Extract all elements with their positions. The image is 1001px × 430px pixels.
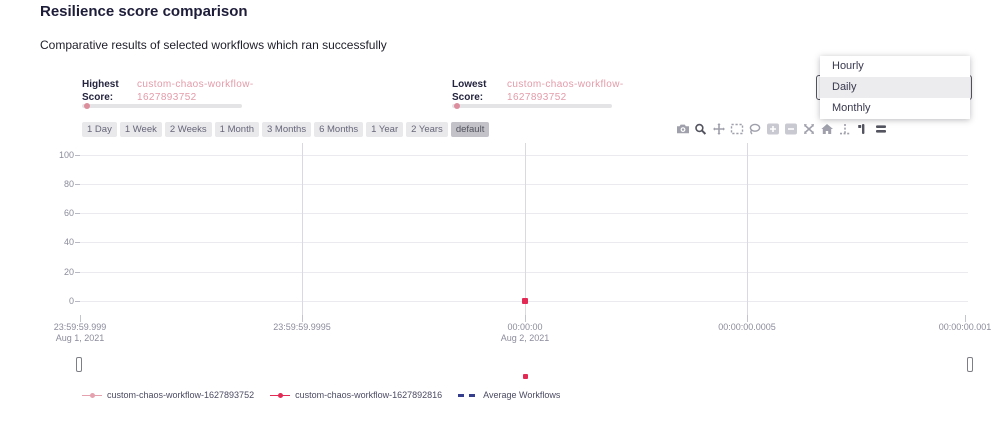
- legend-marker-pink-line-dot: [82, 391, 102, 400]
- ytick-mark: [75, 213, 80, 214]
- ytick-mark: [75, 242, 80, 243]
- ytick-mark: [75, 301, 80, 302]
- highest-score-label: Highest Score:: [82, 79, 119, 103]
- xtick-label-4: 00:00:00.0005: [718, 322, 776, 332]
- download-plot-camera-icon[interactable]: [676, 123, 690, 135]
- gridline-y-20: [80, 272, 968, 273]
- xtick-time: 00:00:00.0005: [718, 322, 776, 332]
- toggle-spikelines-icon[interactable]: [838, 123, 852, 135]
- reset-axes-home-icon[interactable]: [820, 123, 834, 135]
- highest-score-bar-marker: [84, 103, 90, 109]
- legend-label: custom-chaos-workflow-1627892816: [295, 390, 443, 400]
- xtick-time: 23:59:59.999: [53, 322, 107, 332]
- legend-item-workflow-1627892816[interactable]: custom-chaos-workflow-1627892816: [270, 390, 442, 400]
- range-button-1-day[interactable]: 1 Day: [82, 122, 117, 137]
- pan-icon[interactable]: [712, 123, 726, 135]
- lowest-score-bar: [452, 103, 612, 109]
- lowest-score-bar-marker: [454, 103, 460, 109]
- range-button-1-year[interactable]: 1 Year: [366, 122, 404, 137]
- ytick-mark: [75, 272, 80, 273]
- xtick-mark: [525, 315, 526, 322]
- menu-item-daily[interactable]: Daily: [820, 77, 970, 98]
- range-button-1-month[interactable]: 1 Month: [214, 122, 259, 137]
- page-subtitle: Comparative results of selected workflow…: [40, 38, 387, 52]
- ytick-label-40: 40: [63, 237, 74, 247]
- xtick-label-1: 23:59:59.999 Aug 1, 2021: [54, 322, 107, 343]
- range-button-3-months[interactable]: 3 Months: [262, 122, 312, 137]
- zoom-in-icon[interactable]: [766, 123, 780, 135]
- xtick-mark: [302, 315, 303, 322]
- time-range-button-group: 1 Day 1 Week 2 Weeks 1 Month 3 Months 6 …: [82, 122, 490, 137]
- plotly-modebar: [676, 123, 888, 135]
- range-button-6-months[interactable]: 6 Months: [314, 122, 364, 137]
- xtick-date: Aug 1, 2021: [55, 333, 105, 343]
- gridline-y-40: [80, 242, 968, 243]
- xtick-label-2: 23:59:59.9995: [273, 322, 331, 332]
- lowest-score-workflow: custom-chaos-workflow-1627893752: [507, 79, 624, 103]
- menu-item-monthly[interactable]: Monthly: [832, 102, 871, 114]
- xtick-time: 23:59:59.9995: [273, 322, 331, 332]
- gridline-x-4: [747, 143, 748, 322]
- rangeslider-mini-data-point: [523, 374, 528, 379]
- xtick-date: Aug 2, 2021: [500, 333, 550, 343]
- granularity-menu: Hourly Daily Monthly: [820, 56, 970, 119]
- legend-label: Average Workflows: [483, 390, 561, 400]
- show-closest-on-hover-icon[interactable]: [856, 123, 870, 135]
- ytick-mark: [75, 155, 80, 156]
- ytick-label-80: 80: [63, 179, 74, 189]
- gridline-x-2: [302, 143, 303, 322]
- xtick-time: 00:00:00.001: [938, 322, 992, 332]
- rangeslider-left-handle[interactable]: [76, 357, 82, 372]
- menu-item-hourly[interactable]: Hourly: [832, 60, 864, 72]
- lowest-score-card: Lowest Score: custom-chaos-workflow-1627…: [452, 78, 649, 104]
- gridline-x-3: [525, 143, 526, 322]
- ytick-label-20: 20: [63, 267, 74, 277]
- gridline-y-60: [80, 213, 968, 214]
- ytick-label-60: 60: [63, 208, 74, 218]
- legend-item-average-workflows[interactable]: Average Workflows: [458, 390, 560, 400]
- highest-score-bar: [82, 103, 242, 109]
- legend-marker-navy-dashed: [458, 391, 478, 400]
- box-select-icon[interactable]: [730, 123, 744, 135]
- lowest-score-label: Lowest Score:: [452, 79, 487, 103]
- zoom-out-icon[interactable]: [784, 123, 798, 135]
- highest-score-card: Highest Score: custom-chaos-workflow-162…: [82, 78, 279, 104]
- rangeslider-right-handle[interactable]: [967, 357, 973, 372]
- ytick-mark: [75, 184, 80, 185]
- range-button-1-week[interactable]: 1 Week: [119, 122, 162, 137]
- xtick-time: 00:00:00: [507, 322, 543, 332]
- gridline-y-100: [80, 155, 968, 156]
- xtick-mark: [965, 315, 966, 322]
- zoom-icon[interactable]: [694, 123, 708, 135]
- range-button-2-weeks[interactable]: 2 Weeks: [164, 122, 212, 137]
- chart-legend: custom-chaos-workflow-1627893752 custom-…: [82, 390, 560, 400]
- ytick-label-0: 0: [68, 296, 74, 306]
- data-point-workflow-score[interactable]: [522, 298, 528, 304]
- xtick-mark: [80, 315, 81, 322]
- legend-item-workflow-1627893752[interactable]: custom-chaos-workflow-1627893752: [82, 390, 254, 400]
- xtick-label-3: 00:00:00 Aug 2, 2021: [501, 322, 550, 343]
- range-button-2-years[interactable]: 2 Years: [406, 122, 448, 137]
- autoscale-icon[interactable]: [802, 123, 816, 135]
- page-title: Resilience score comparison: [40, 3, 248, 20]
- legend-marker-crimson-line-dot: [270, 391, 291, 400]
- legend-label: custom-chaos-workflow-1627893752: [107, 390, 255, 400]
- compare-data-on-hover-icon[interactable]: [874, 123, 888, 135]
- gridline-y-80: [80, 184, 968, 185]
- xtick-mark: [747, 315, 748, 322]
- lasso-select-icon[interactable]: [748, 123, 762, 135]
- xtick-label-5: 00:00:00.001: [939, 322, 992, 332]
- range-button-default[interactable]: default: [450, 122, 490, 137]
- highest-score-workflow: custom-chaos-workflow-1627893752: [137, 79, 254, 103]
- ytick-label-100: 100: [58, 150, 74, 160]
